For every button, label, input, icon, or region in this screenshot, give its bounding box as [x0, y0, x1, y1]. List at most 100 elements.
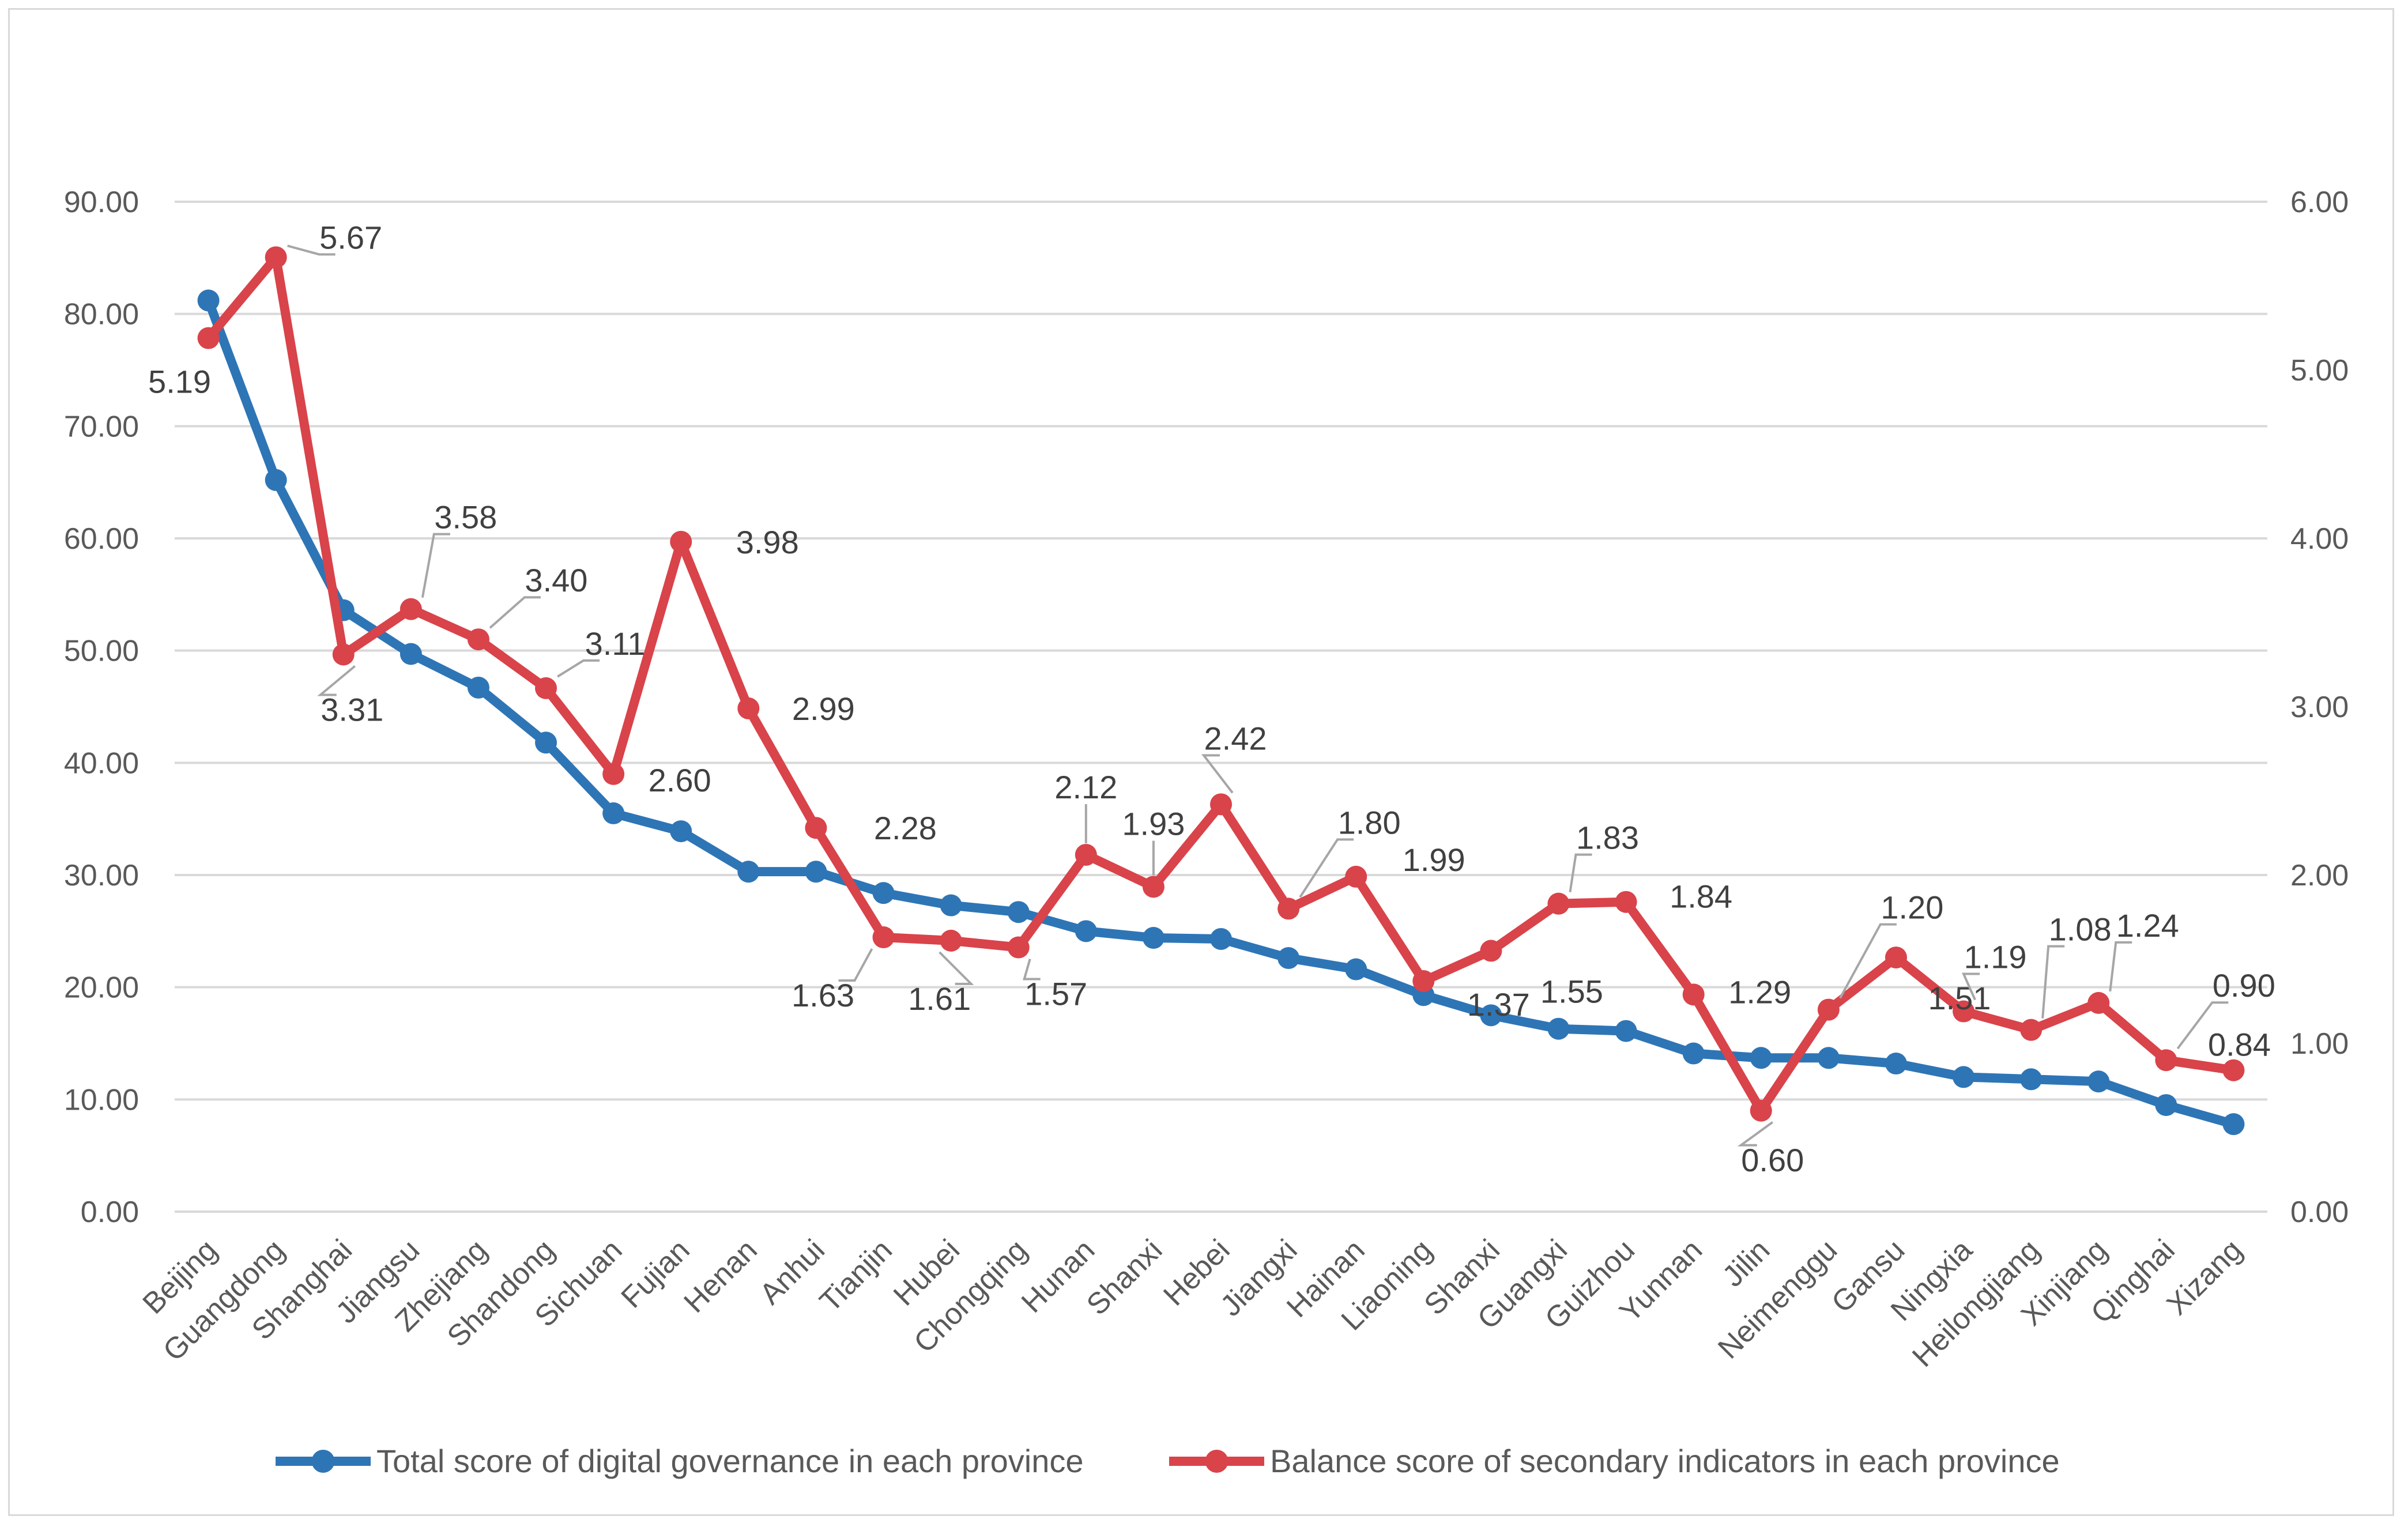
data-labels: 5.19 5.67 3.31 3.58 3.40 3.11 2.60 3.98 2.99 2.28… [148, 219, 2275, 1178]
data-point [1210, 793, 1232, 816]
data-point [2222, 1059, 2245, 1081]
data-point [535, 677, 557, 699]
data-point [1817, 1047, 1840, 1069]
right-tick-label: 3.00 [2290, 691, 2349, 724]
data-point [805, 817, 827, 839]
data-label: 1.93 [1122, 805, 1185, 842]
left-tick-label: 80.00 [64, 298, 139, 331]
data-point [2155, 1049, 2177, 1072]
leader-line [939, 951, 974, 985]
data-point [1480, 1004, 1502, 1027]
right-tick-label: 5.00 [2290, 354, 2349, 387]
x-tick-label: Tianjin [813, 1233, 899, 1318]
data-point [1412, 970, 1435, 992]
data-point [1278, 947, 1300, 970]
leader-line [1023, 959, 1041, 981]
data-label: 0.84 [2208, 1027, 2271, 1063]
data-point [737, 697, 760, 719]
data-label: 2.42 [1204, 720, 1267, 756]
left-tick-label: 50.00 [64, 635, 139, 668]
data-label: 1.83 [1576, 820, 1639, 856]
data-point [197, 327, 220, 349]
data-label: 3.31 [321, 691, 383, 727]
data-label: 2.12 [1054, 769, 1117, 805]
x-tick-label: Jilin [1716, 1233, 1776, 1293]
data-point [1480, 940, 1502, 962]
left-axis: 0.00 10.00 20.00 30.00 40.00 50.00 60.00 70.00 8… [64, 186, 139, 1229]
data-point [467, 676, 489, 699]
data-point [940, 929, 962, 952]
data-point [1142, 876, 1165, 898]
data-label: 1.29 [1728, 974, 1791, 1010]
legend-swatch-marker [1205, 1450, 1229, 1473]
data-point [197, 289, 220, 312]
leader-line [489, 596, 541, 629]
data-point [265, 246, 287, 269]
data-point [1547, 1017, 1570, 1040]
data-point [400, 598, 422, 620]
x-axis: BeijingGuangdongShanghaiJiangsuZhejiangS… [137, 1233, 2249, 1373]
data-label: 1.63 [792, 977, 854, 1013]
right-tick-label: 1.00 [2290, 1027, 2349, 1061]
data-point [2087, 1070, 2110, 1093]
data-label: 1.61 [908, 981, 971, 1017]
data-point [602, 763, 625, 785]
data-point [1750, 1047, 1772, 1069]
data-point [1007, 936, 1030, 959]
data-point [1615, 1020, 1637, 1042]
data-label: 5.67 [319, 219, 382, 255]
data-point [872, 926, 895, 949]
line-chart: 0.00 10.00 20.00 30.00 40.00 50.00 60.00 70.00 8… [64, 186, 2349, 1479]
data-point [737, 861, 760, 883]
data-point [400, 643, 422, 665]
left-tick-label: 0.00 [81, 1196, 139, 1229]
leader-line [556, 659, 600, 678]
data-point [805, 861, 827, 883]
leader-line [1839, 923, 1897, 999]
data-point [670, 820, 692, 843]
data-label: 2.60 [649, 762, 711, 798]
data-point [1210, 927, 1232, 950]
data-point [1953, 1066, 1975, 1088]
data-point [602, 802, 625, 824]
right-axis: 0.00 1.00 2.00 3.00 4.00 5.00 6.00 [2290, 186, 2349, 1229]
leader-line [1569, 853, 1592, 892]
left-tick-label: 70.00 [64, 410, 139, 443]
left-tick-label: 10.00 [64, 1083, 139, 1117]
leader-line [1737, 1121, 1773, 1147]
data-label: 1.84 [1670, 878, 1732, 915]
data-point [535, 731, 557, 754]
data-point [1817, 998, 1840, 1021]
data-label: 5.19 [148, 364, 211, 400]
data-point [1278, 898, 1300, 920]
left-tick-label: 90.00 [64, 186, 139, 219]
leader-line [1299, 838, 1354, 898]
data-point [1007, 901, 1030, 923]
data-point [2020, 1068, 2043, 1091]
left-tick-label: 40.00 [64, 746, 139, 780]
data-label: 1.80 [1338, 804, 1401, 840]
leader-line [1201, 754, 1234, 794]
x-tick-label: Henan [677, 1233, 763, 1319]
leader-line [287, 244, 336, 256]
leader-line [838, 948, 873, 982]
data-label: 3.98 [736, 524, 799, 560]
leader-line [317, 665, 356, 696]
data-point [1885, 1053, 1907, 1075]
data-point [1682, 1042, 1705, 1065]
data-label: 3.58 [434, 499, 497, 536]
data-point [1750, 1099, 1772, 1122]
data-point [670, 530, 692, 553]
right-tick-label: 4.00 [2290, 522, 2349, 556]
data-point [1615, 891, 1637, 913]
leader-line [421, 533, 450, 598]
data-point [1682, 983, 1705, 1006]
data-label: 0.90 [2213, 967, 2275, 1004]
legend-label: Total score of digital governance in eac… [376, 1443, 1084, 1479]
gridlines [175, 201, 2267, 1213]
legend-label: Balance score of secondary indicators in… [1270, 1443, 2060, 1479]
legend-balance-score: Balance score of secondary indicators in… [1169, 1443, 2060, 1479]
data-point [332, 643, 355, 666]
x-tick-label: Neimenggu [1712, 1233, 1844, 1365]
data-point [2155, 1094, 2177, 1117]
